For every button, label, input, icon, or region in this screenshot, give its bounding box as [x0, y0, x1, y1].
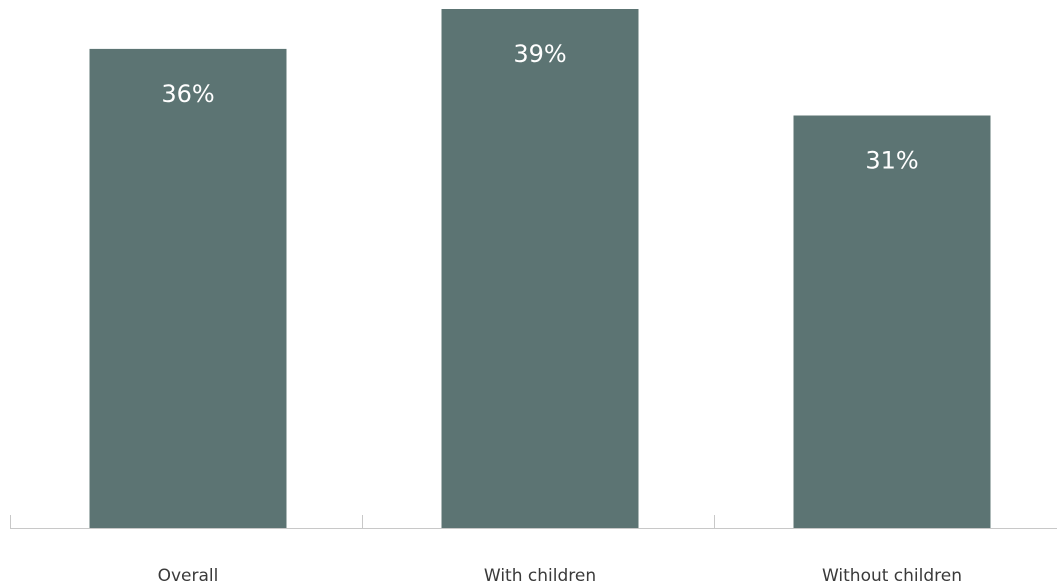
x-axis-ticks: Overall With children Without children: [10, 515, 962, 586]
x-axis-tick-label: Overall: [158, 566, 219, 586]
bar: [441, 9, 639, 528]
bar-value-label: 36%: [161, 80, 214, 108]
x-axis-tick-label: With children: [484, 566, 596, 586]
bar-value-label: 31%: [865, 147, 918, 175]
bar: [89, 48, 287, 529]
bar: [793, 115, 991, 528]
x-axis-tick-label: Without children: [822, 566, 962, 586]
bars-layer: 36% 39% 31%: [89, 9, 991, 529]
bar-value-label: 39%: [513, 40, 566, 68]
